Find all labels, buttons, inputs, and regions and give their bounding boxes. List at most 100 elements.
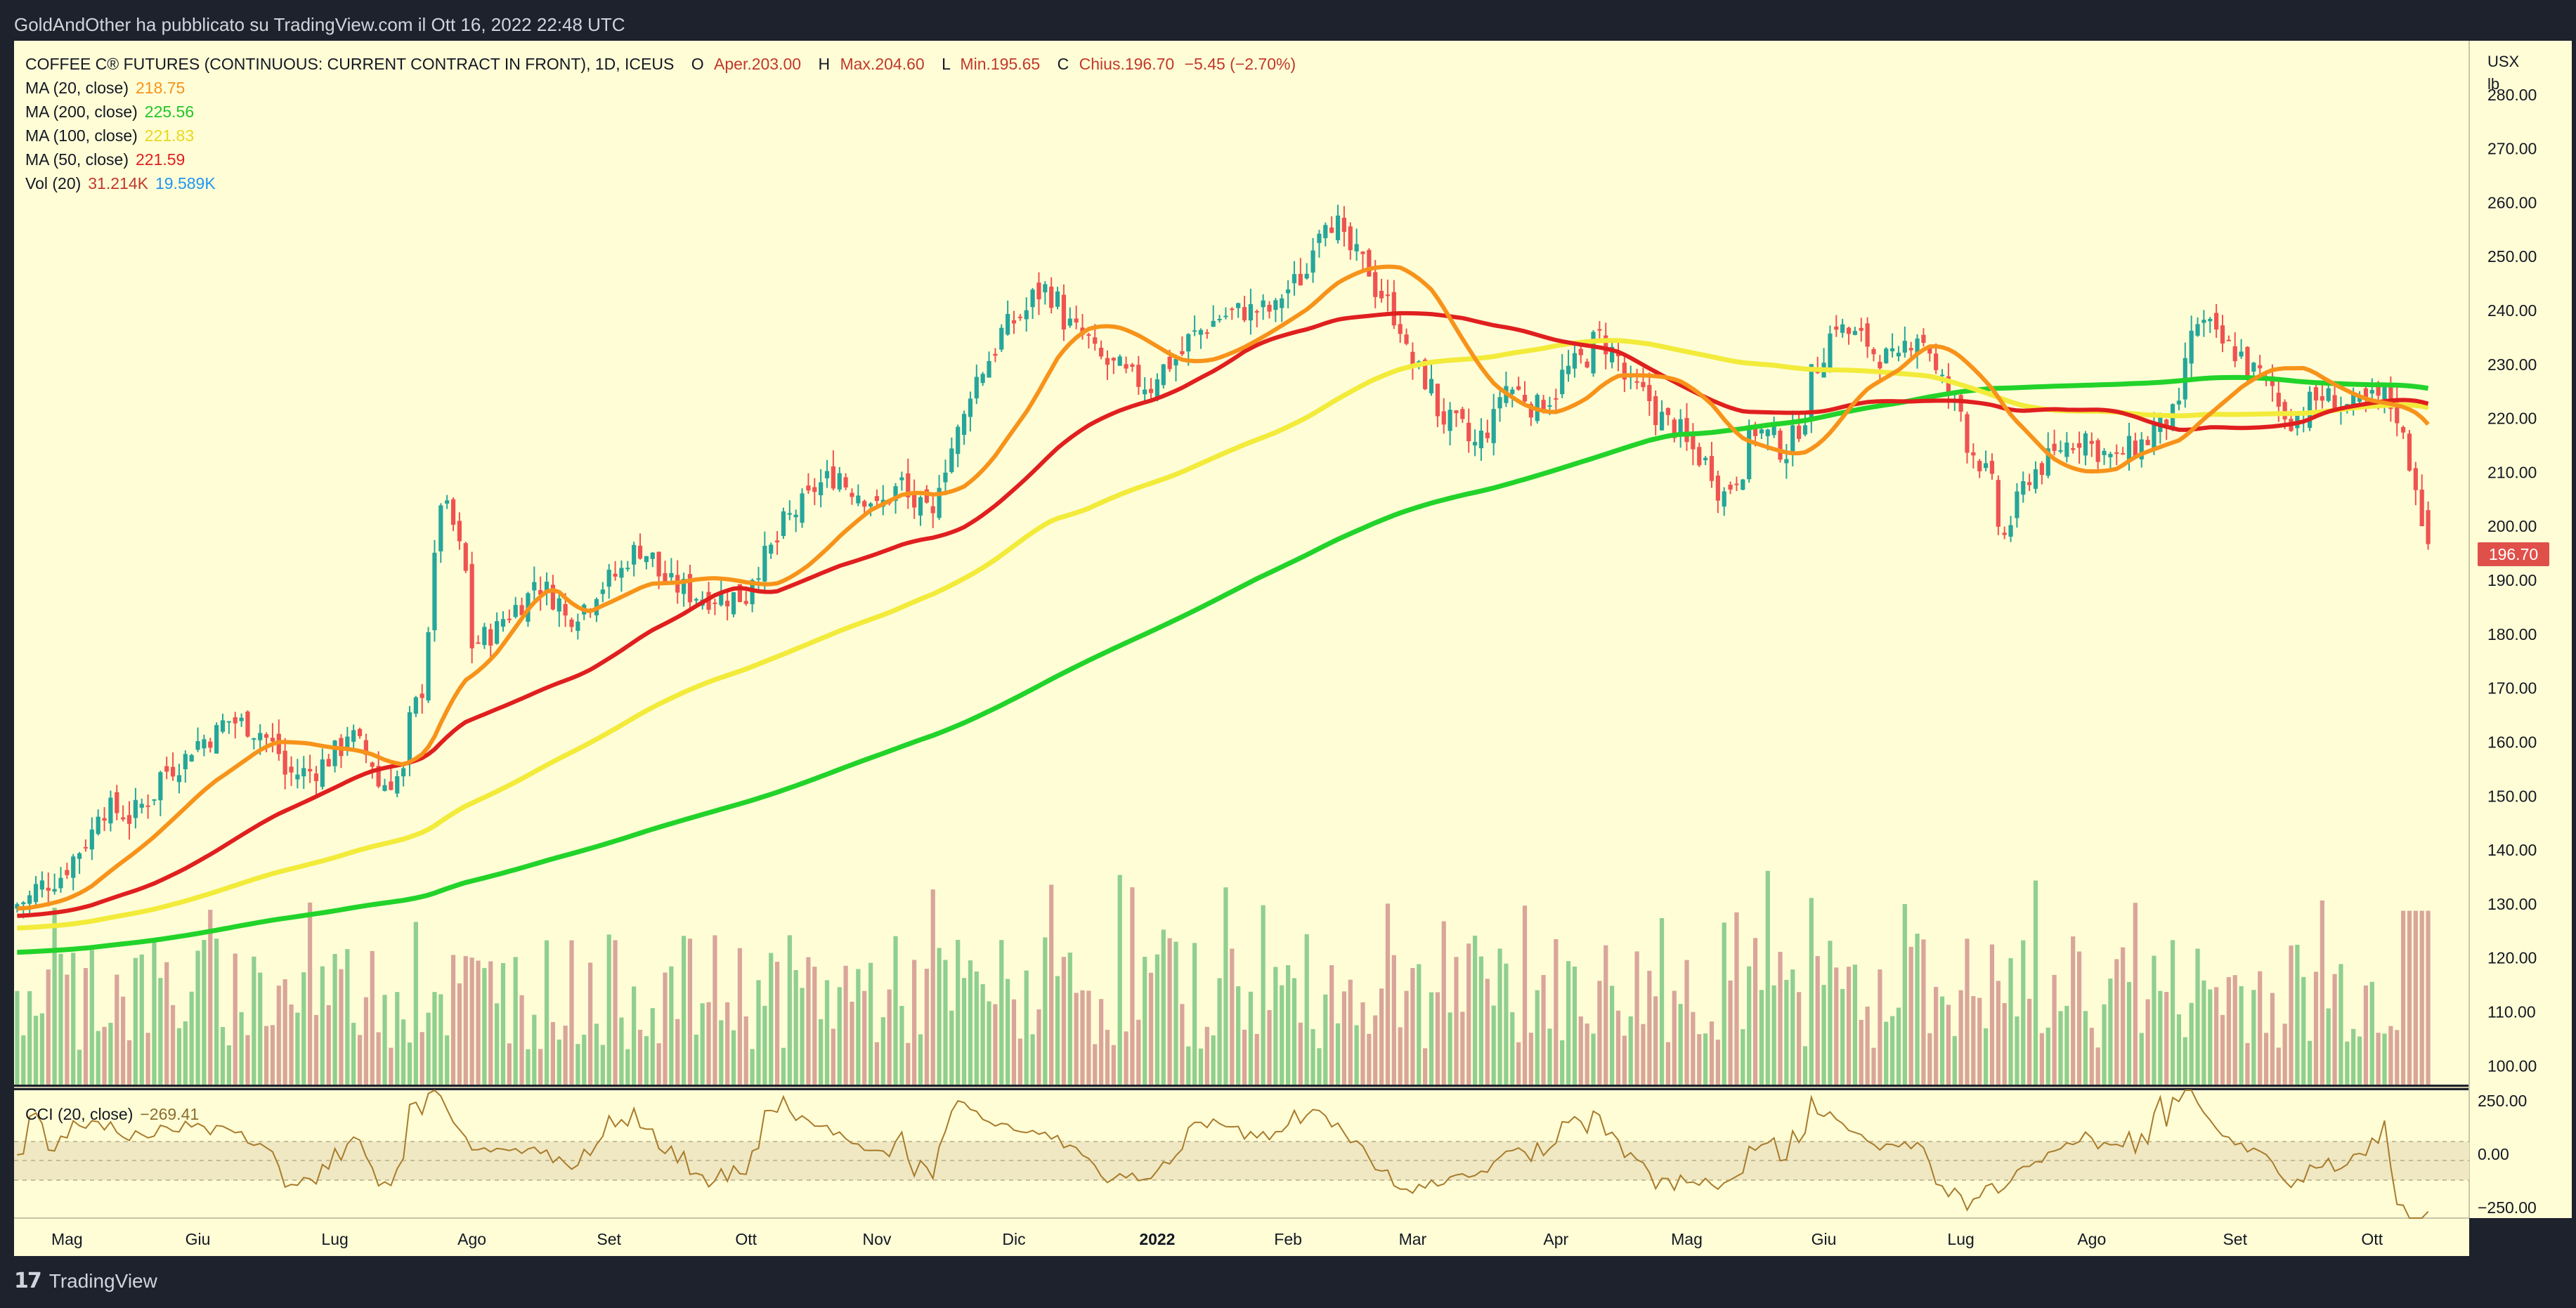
candle-body [637, 545, 643, 559]
time-tick-label: Feb [1274, 1230, 1302, 1248]
candle-body [669, 573, 674, 577]
volume-bar [1472, 935, 1478, 1085]
candle-body [1996, 480, 2001, 527]
candle-body [1466, 422, 1471, 442]
candle-body [1410, 351, 1415, 367]
volume-bar [2232, 975, 2237, 1085]
volume-bar [1728, 980, 1733, 1085]
candle-body [943, 472, 948, 483]
candle-body [2401, 426, 2406, 433]
volume-bar [1180, 1004, 1185, 1085]
volume-bar [2133, 903, 2138, 1085]
cci-legend[interactable]: CCI (20, close) −269.41 [25, 1105, 199, 1124]
volume-bar [1435, 992, 1440, 1085]
candle-body [837, 473, 842, 490]
candle-body [1385, 294, 1391, 296]
volume-bar [762, 1005, 767, 1085]
candle-body [2033, 469, 2038, 489]
volume-bar [2282, 1023, 2287, 1085]
candle-body [332, 740, 337, 766]
volume-bar [1423, 1048, 1428, 1085]
volume-bar [1285, 965, 1291, 1085]
volume-bar [1722, 922, 1726, 1085]
candle-body [58, 877, 63, 889]
volume-bar [1230, 948, 1235, 1085]
candle-body [613, 573, 618, 577]
volume-bar [401, 1019, 406, 1085]
volume-bar [1111, 1045, 1116, 1085]
candle-body [1802, 425, 1808, 435]
legend-symbol-row[interactable]: COFFEE C® FUTURES (CONTINUOUS: CURRENT C… [25, 52, 1296, 76]
candle-body [1398, 324, 1403, 334]
candle-body [1329, 227, 1334, 233]
candle-body [544, 582, 549, 591]
candle-body [52, 889, 57, 892]
volume-bar [2002, 1002, 2007, 1085]
legend-ma100[interactable]: MA (100, close) 221.83 [25, 124, 1296, 148]
volume-bar [233, 953, 238, 1085]
tradingview-logo[interactable]: 17 TradingView [14, 1269, 157, 1293]
volume-bar [1572, 966, 1578, 1085]
volume-bar [1192, 943, 1197, 1085]
volume-bar [1478, 956, 1484, 1085]
volume-bar [906, 1042, 911, 1085]
legend-ma50[interactable]: MA (50, close) 221.59 [25, 148, 1296, 171]
volume-bar [2195, 948, 2200, 1085]
volume-bar [806, 957, 811, 1085]
candle-body [824, 471, 830, 478]
candle-body [2382, 387, 2387, 400]
volume-bar [575, 1044, 580, 1085]
ma50-value: 221.59 [136, 150, 186, 169]
candle-body [762, 545, 767, 582]
volume-bar [582, 1034, 587, 1085]
volume-bar [1011, 999, 1017, 1085]
candle-body [2320, 396, 2324, 401]
candle-body [1304, 273, 1309, 279]
candle-body [2201, 320, 2206, 323]
tradingview-logo-icon: 17 [14, 1269, 42, 1293]
volume-bar [2189, 1002, 2194, 1085]
volume-bar [2015, 1016, 2019, 1085]
volume-bar [1946, 1005, 1951, 1085]
price-tick-label: 270.00 [2487, 140, 2537, 158]
candle-layer [15, 204, 2431, 919]
chart-legend[interactable]: COFFEE C® FUTURES (CONTINUOUS: CURRENT C… [25, 52, 1296, 195]
legend-ma20[interactable]: MA (20, close) 218.75 [25, 76, 1296, 100]
candle-body [401, 768, 406, 777]
volume-bar [1329, 965, 1334, 1085]
volume-bar [613, 940, 618, 1085]
candle-body [1254, 310, 1259, 313]
candle-body [1429, 379, 1434, 393]
candle-body [2121, 453, 2126, 455]
time-tick-label: Set [2223, 1230, 2247, 1248]
volume-bar [687, 939, 693, 1085]
volume-bar [1223, 887, 1228, 1085]
candle-body [650, 552, 655, 559]
volume-bar [1615, 1010, 1621, 1085]
candle-body [912, 491, 917, 508]
volume-bar [2407, 910, 2412, 1085]
volume-bar [1485, 979, 1490, 1085]
volume-bar [1398, 1027, 1403, 1085]
candle-body [1859, 327, 1863, 331]
volume-bar [1154, 954, 1160, 1085]
candle-body [1180, 351, 1185, 355]
candle-body [2114, 452, 2119, 454]
candle-body [1423, 359, 1428, 390]
candle-body [370, 762, 375, 767]
candle-body [239, 717, 244, 721]
volume-bar [1852, 964, 1857, 1085]
candle-body [974, 377, 979, 399]
volume-bar [389, 1047, 393, 1085]
legend-ma200[interactable]: MA (200, close) 225.56 [25, 100, 1296, 124]
volume-bar [2033, 880, 2038, 1085]
candle-body [1771, 426, 1776, 436]
volume-bar [1248, 991, 1253, 1085]
ma20-line [17, 264, 2430, 911]
volume-bar [2419, 910, 2424, 1085]
legend-volume[interactable]: Vol (20) 31.214K 19.589K [25, 171, 1296, 195]
candle-body [426, 632, 431, 701]
candle-body [27, 895, 32, 904]
volume-bar [1236, 986, 1241, 1085]
